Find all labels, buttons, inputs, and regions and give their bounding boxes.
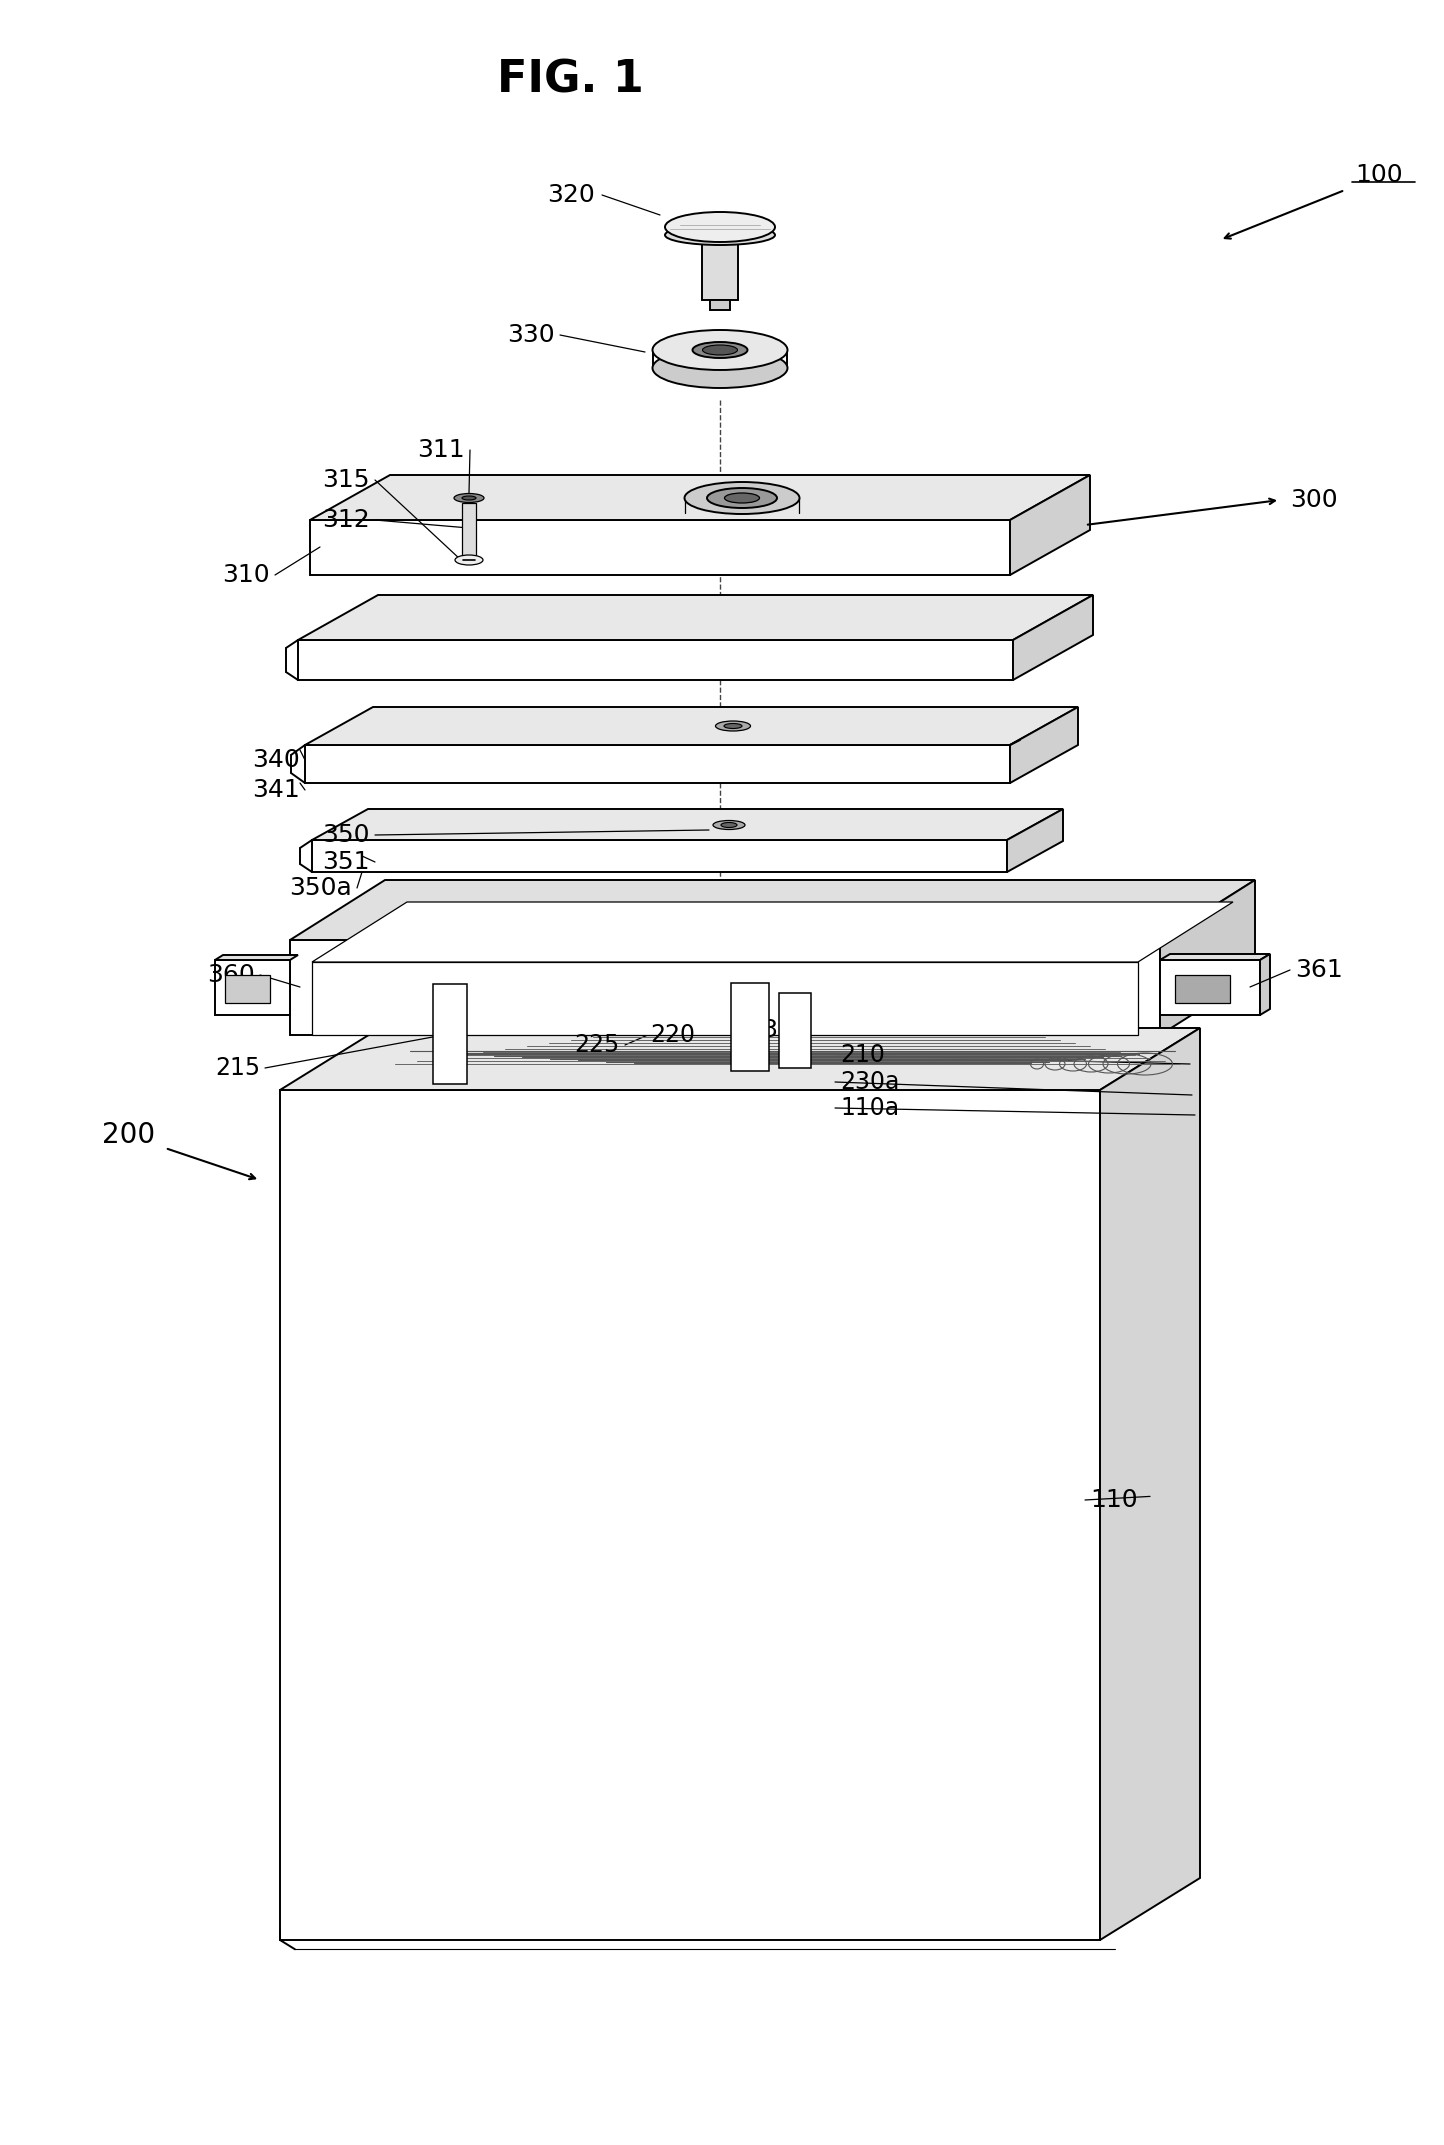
- Text: 361: 361: [1295, 959, 1343, 982]
- Text: 200: 200: [103, 1122, 155, 1150]
- Ellipse shape: [725, 493, 760, 502]
- Text: 350a: 350a: [289, 875, 352, 901]
- Polygon shape: [1261, 955, 1271, 1015]
- Polygon shape: [1100, 1027, 1200, 1939]
- Polygon shape: [290, 879, 1255, 940]
- Ellipse shape: [653, 330, 787, 369]
- Text: 220: 220: [650, 1023, 695, 1047]
- Polygon shape: [305, 744, 1009, 783]
- Ellipse shape: [666, 225, 775, 245]
- Polygon shape: [1160, 955, 1271, 961]
- Polygon shape: [310, 474, 1090, 519]
- Polygon shape: [310, 519, 1009, 575]
- Ellipse shape: [693, 341, 748, 358]
- Polygon shape: [312, 903, 1233, 961]
- Polygon shape: [305, 708, 1079, 744]
- Ellipse shape: [715, 721, 751, 731]
- Polygon shape: [778, 993, 812, 1068]
- Text: 110a: 110a: [840, 1096, 900, 1120]
- Ellipse shape: [666, 212, 775, 242]
- Text: 230: 230: [748, 1019, 793, 1042]
- Ellipse shape: [653, 347, 787, 388]
- Polygon shape: [1009, 708, 1079, 783]
- Polygon shape: [1175, 976, 1230, 1004]
- Ellipse shape: [702, 345, 738, 356]
- Text: 330: 330: [507, 324, 554, 347]
- Polygon shape: [1160, 961, 1261, 1015]
- Text: 360: 360: [208, 963, 256, 987]
- Ellipse shape: [713, 822, 745, 830]
- Text: 310: 310: [222, 562, 270, 588]
- Text: 110: 110: [1090, 1489, 1138, 1512]
- Polygon shape: [1014, 594, 1093, 680]
- Text: 312: 312: [322, 508, 370, 532]
- Text: 300: 300: [1289, 489, 1337, 513]
- Ellipse shape: [455, 556, 482, 564]
- Polygon shape: [710, 300, 731, 311]
- Polygon shape: [297, 639, 1014, 680]
- Text: 320: 320: [547, 182, 595, 208]
- Text: 225: 225: [575, 1034, 619, 1057]
- Polygon shape: [731, 982, 770, 1070]
- Polygon shape: [312, 961, 1138, 1036]
- Polygon shape: [1006, 809, 1063, 873]
- Polygon shape: [280, 1090, 1100, 1939]
- Text: 215: 215: [215, 1055, 260, 1079]
- Ellipse shape: [684, 483, 800, 515]
- Text: 100: 100: [1354, 163, 1402, 187]
- Text: 340: 340: [253, 749, 300, 772]
- Polygon shape: [225, 976, 270, 1004]
- Polygon shape: [702, 236, 738, 300]
- Polygon shape: [297, 594, 1093, 639]
- Text: 230a: 230a: [840, 1070, 900, 1094]
- Polygon shape: [1160, 879, 1255, 1036]
- Ellipse shape: [723, 723, 742, 729]
- Text: 341: 341: [253, 779, 300, 802]
- Ellipse shape: [453, 493, 484, 502]
- Polygon shape: [1009, 474, 1090, 575]
- Polygon shape: [280, 1027, 1200, 1090]
- Polygon shape: [312, 809, 1063, 841]
- Polygon shape: [290, 940, 1160, 1036]
- Text: 210: 210: [840, 1042, 885, 1066]
- Text: 351: 351: [322, 849, 370, 873]
- Polygon shape: [433, 985, 466, 1083]
- Polygon shape: [215, 961, 290, 1015]
- Text: 350: 350: [322, 824, 370, 847]
- Text: 311: 311: [417, 438, 465, 461]
- Polygon shape: [462, 502, 477, 560]
- Text: FIG. 1: FIG. 1: [497, 58, 644, 101]
- Ellipse shape: [708, 489, 777, 508]
- Text: 315: 315: [322, 468, 370, 491]
- Polygon shape: [312, 841, 1006, 873]
- Ellipse shape: [721, 822, 736, 828]
- Polygon shape: [215, 955, 297, 961]
- Ellipse shape: [462, 495, 477, 500]
